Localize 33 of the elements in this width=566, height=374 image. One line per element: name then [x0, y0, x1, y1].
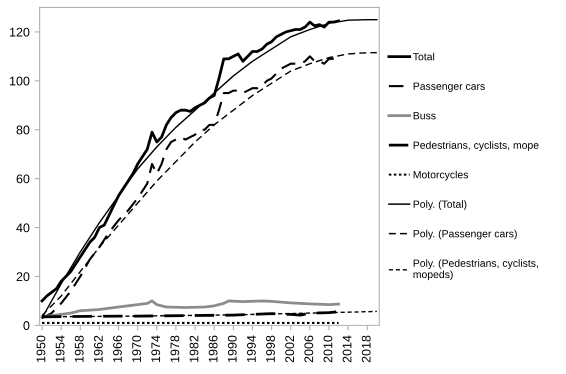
x-tick-label: 1966 [113, 336, 122, 362]
x-tick-label: 1954 [56, 335, 64, 362]
x-tick-label: 1990 [228, 336, 237, 362]
x-tick-label: 1994 [246, 335, 256, 362]
legend-label: Poly. (Passenger cars) [414, 230, 517, 240]
legend-label: Buss [414, 112, 436, 120]
x-tick-label: 2014 [342, 335, 352, 362]
y-tick-label: 100 [10, 76, 30, 86]
y-tick-label: 20 [16, 272, 30, 282]
x-tick-label: 1958 [74, 336, 84, 362]
legend-label: Total [413, 52, 434, 60]
x-tick-label: 1970 [132, 336, 142, 362]
y-tick-label: 60 [16, 174, 30, 184]
x-tick-label: 1962 [94, 336, 103, 362]
legend-label: Poly. (Total) [414, 200, 466, 210]
legend-label: Pedestrians, cyclists, mope [414, 141, 539, 151]
legend-label: Motorcycles [414, 170, 468, 180]
y-tick-label: 80 [16, 126, 30, 134]
legend-label: Poly. (Pedestrians, cyclists, mopeds) [414, 259, 538, 280]
x-tick-label: 1950 [36, 336, 46, 362]
x-tick-label: 2006 [304, 336, 314, 362]
y-tick-label: 120 [10, 28, 30, 37]
x-tick-label: 1998 [266, 336, 275, 362]
x-tick-label: 1978 [170, 336, 180, 362]
x-tick-label: 1982 [190, 336, 198, 362]
x-tick-label: 2010 [324, 336, 332, 362]
y-tick-label: 0 [23, 321, 30, 330]
x-tick-label: 1974 [151, 335, 160, 362]
x-tick-label: 1986 [208, 336, 218, 362]
x-tick-label: 2018 [362, 336, 371, 362]
x-tick-label: 2002 [285, 336, 294, 362]
y-tick-label: 40 [16, 223, 30, 232]
legend-label: Passenger cars [414, 82, 485, 92]
